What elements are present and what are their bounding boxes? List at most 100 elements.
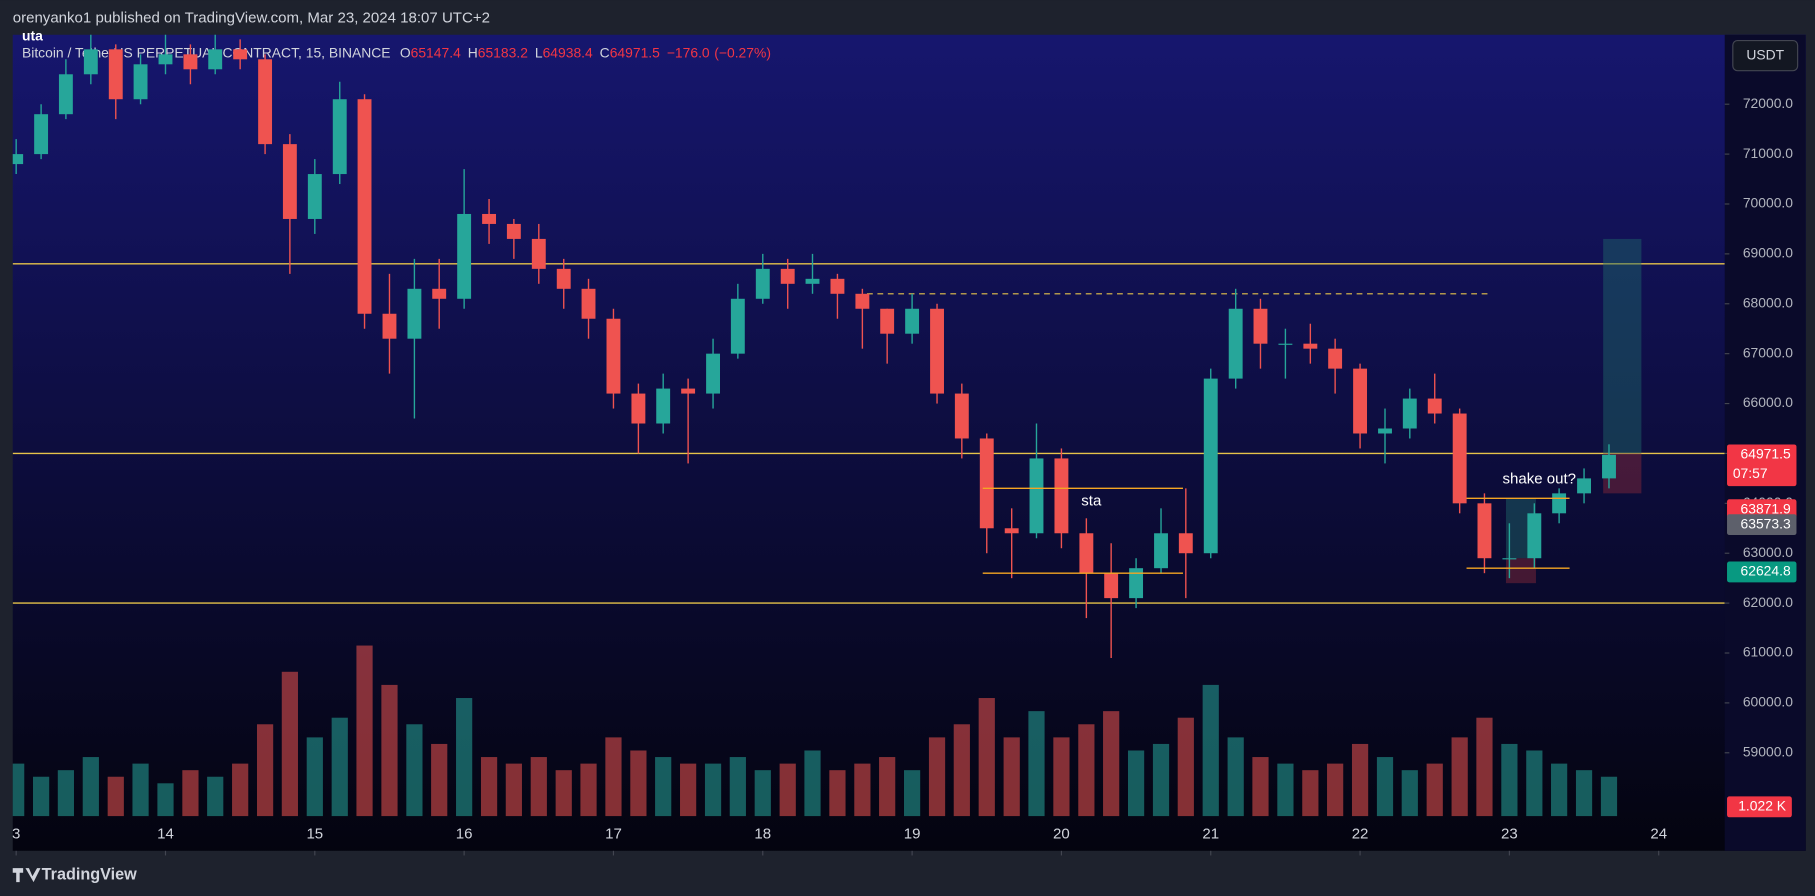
volume-bar: [1351, 743, 1369, 817]
x-tick-label: 23: [1501, 826, 1518, 843]
candle-body: [1004, 528, 1019, 534]
candle-body: [880, 308, 895, 334]
candle-body: [1104, 573, 1119, 599]
legend-value: 64971.5: [610, 44, 660, 60]
candle-body: [133, 64, 148, 100]
legend-key: H: [468, 44, 478, 60]
candle-body: [1552, 493, 1567, 514]
candle-body: [482, 213, 497, 224]
candle-body: [631, 393, 646, 424]
volume-bar: [754, 770, 771, 817]
volume-bar: [1003, 737, 1020, 817]
x-tick-label: 22: [1352, 826, 1369, 843]
y-tick-label: 59000.0: [1743, 743, 1793, 759]
x-tick-label: 24: [1650, 826, 1667, 843]
y-tick-label: 61000.0: [1743, 644, 1793, 660]
legend-value: 65147.4: [411, 44, 461, 60]
volume-bar: [207, 776, 224, 817]
legend-value: 65183.2: [478, 44, 528, 60]
y-tick-label: 68000.0: [1743, 294, 1793, 310]
candle-body: [1452, 413, 1467, 504]
y-tick-label: 72000.0: [1743, 95, 1793, 111]
volume-bar: [779, 763, 796, 817]
candle-body: [581, 288, 596, 319]
candle-body: [1054, 458, 1069, 534]
price-label: 63573.3: [1741, 515, 1791, 531]
volume-bar: [1327, 763, 1344, 817]
currency-button[interactable]: [1732, 39, 1799, 72]
x-tick-label: 14: [157, 826, 174, 843]
volume-bar: [804, 750, 821, 817]
brand: TradingView: [42, 865, 137, 883]
volume-bar: [107, 776, 124, 817]
y-tick-label: 71000.0: [1743, 145, 1793, 161]
volume-bar: [157, 783, 174, 817]
candle-body: [1402, 398, 1417, 429]
volume-bar: [480, 757, 498, 817]
volume-bar: [456, 698, 473, 817]
price-label-box: [1727, 561, 1797, 583]
price-label-box: [1727, 514, 1797, 536]
candle-body: [382, 313, 397, 339]
candle-body: [432, 288, 447, 299]
volume-bar: [1451, 737, 1468, 817]
publish-title: orenyanko1 published on TradingView.com,…: [13, 10, 490, 27]
plot-background: [12, 34, 1806, 851]
candle-body: [1303, 343, 1318, 349]
candle-body: [183, 54, 198, 70]
x-tick-label: 17: [605, 826, 622, 843]
price-label-box: [1727, 444, 1797, 487]
volume-bar: [1028, 711, 1045, 817]
position-profit: [1603, 238, 1642, 454]
candle-body: [12, 154, 24, 165]
candle-body: [208, 49, 223, 70]
x-tick-label: 18: [754, 826, 771, 843]
volume-bar: [1078, 724, 1095, 817]
legend-key: O: [400, 44, 411, 60]
volume-bar: [1476, 717, 1493, 817]
volume-bar: [232, 763, 249, 817]
candle-body: [905, 308, 920, 334]
candle-body: [457, 213, 472, 299]
indicator-name: uta: [22, 28, 43, 44]
legend-change: −176.0: [667, 44, 710, 60]
price-label: 62624.8: [1741, 563, 1791, 579]
candle-body: [83, 49, 98, 75]
volume-bar: [33, 776, 50, 817]
candle-body: [805, 278, 820, 284]
volume-bar: [655, 757, 672, 817]
candle-body: [1278, 343, 1293, 345]
price-label: 64971.5: [1741, 446, 1791, 462]
volume-bar: [132, 763, 149, 817]
candle-body: [1502, 558, 1517, 560]
candle-body: [1353, 368, 1368, 434]
volume-bar: [182, 770, 199, 817]
legend-change-pct: (−0.27%): [714, 44, 771, 60]
x-tick-label: 21: [1202, 826, 1219, 843]
price-axis: [1724, 34, 1806, 851]
candle-body: [307, 174, 322, 219]
candle-body: [830, 278, 845, 294]
y-tick-label: 60000.0: [1743, 694, 1793, 710]
position-loss: [1505, 558, 1536, 584]
candle-body: [1178, 533, 1193, 554]
currency[interactable]: USDT: [1746, 46, 1784, 62]
volume-bar: [1202, 684, 1219, 817]
candle-body: [1154, 533, 1168, 569]
volume-label: 1.022 K: [1738, 798, 1787, 814]
volume-bar: [903, 770, 921, 817]
volume-bar: [1600, 776, 1618, 817]
candle-body: [58, 74, 73, 115]
volume-bar: [704, 763, 722, 817]
volume-bar: [1575, 770, 1593, 817]
candle-body: [1203, 378, 1218, 554]
candle-body: [656, 388, 671, 424]
volume-bar: [1302, 770, 1319, 817]
volume-bar: [829, 770, 846, 817]
volume-bar: [530, 757, 547, 817]
candle-body: [979, 438, 994, 529]
volume-bar: [12, 763, 25, 817]
candle-body: [1079, 533, 1094, 574]
volume-bar: [555, 770, 572, 817]
